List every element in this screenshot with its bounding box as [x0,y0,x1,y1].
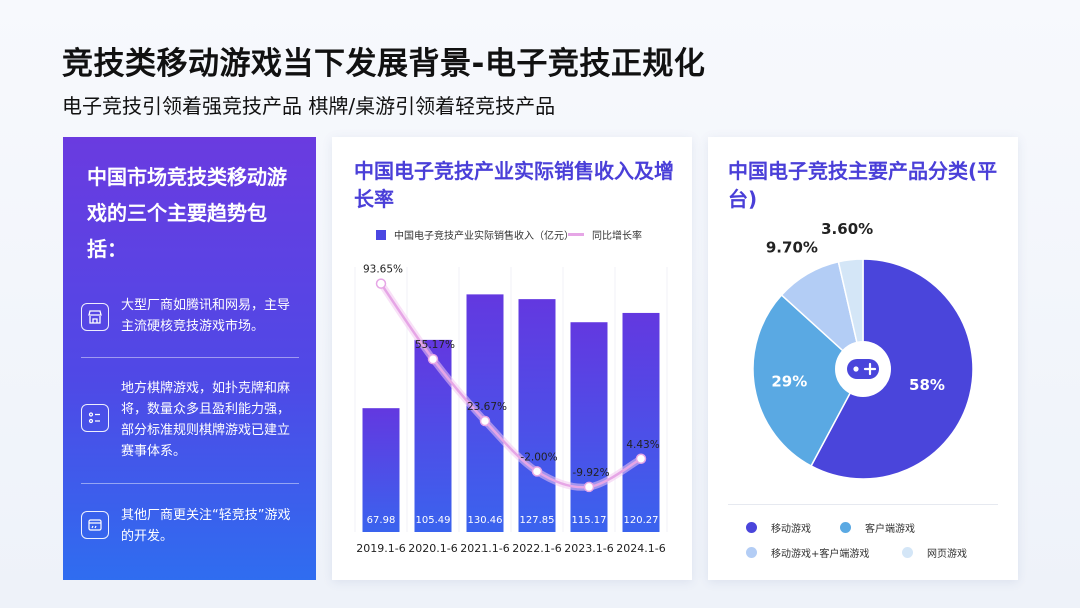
bar-value-label: 127.85 [520,515,555,526]
trends-heading: 中国市场竞技类移动游戏的三个主要趋势包括： [87,165,287,261]
pie-value-label: 9.70% [766,238,818,256]
growth-value-label: 55.17% [415,339,455,351]
pie-legend-swatch [840,522,851,533]
x-tick-label: 2023.1-6 [564,542,613,555]
growth-point [479,415,491,427]
revenue-bar [362,408,400,532]
trend-text-3: 其他厂商更关注“轻竞技”游戏的开发。 [121,508,291,544]
pie-legend-label: 移动游戏 [771,524,811,535]
revenue-chart-plot: 67.98 2019.1-6 105.49 2020.1-6 130.46 2021.1-… [354,264,668,555]
revenue-bar [518,299,556,532]
pie-legend-web: 网页游戏 [902,545,967,560]
x-tick-label: 2021.1-6 [460,542,509,555]
trend-divider [81,483,299,484]
list-icon [81,404,109,432]
revenue-chart-card: 中国电子竞技产业实际销售收入及增长率 中国电子竞技产业实际销售收入（亿元） 同比… [332,137,692,580]
growth-value-label: -9.92% [572,467,609,479]
revenue-bar [466,294,504,532]
pie-slice [837,258,864,370]
growth-point [583,481,595,493]
page-subtitle: 电子竞技引领着强竞技产品 棋牌/桌游引领着轻竞技产品 [62,94,556,118]
bar-value-label: 130.46 [468,515,503,526]
growth-point [375,278,387,289]
pie-legend-swatch [746,547,757,558]
x-tick-label: 2020.1-6 [408,542,457,555]
pie-chart-title: 中国电子竞技主要产品分类(平台) [728,159,998,211]
trend-divider [81,357,299,358]
pie-slice [810,258,974,480]
pie-slice [752,293,864,467]
web-icon [81,511,109,539]
x-tick-label: 2022.1-6 [512,542,561,555]
pie-legend-both: 移动游戏+客户端游戏 [746,545,869,560]
pie-legend-label: 移动游戏+客户端游戏 [771,549,870,560]
product-pie-card: 中国电子竞技主要产品分类(平台) 58% 29% 9.70% 3.60% 移动游戏 客… [708,137,1018,580]
legend-label-revenue: 中国电子竞技产业实际销售收入（亿元） [394,231,574,242]
page-title: 竞技类移动游戏当下发展背景-电子竞技正规化 [62,46,706,82]
pie-legend-mobile: 移动游戏 [746,520,811,535]
pie-legend-swatch [746,522,757,533]
pie-value-label: 3.60% [821,220,873,238]
legend-label-growth: 同比增长率 [592,231,642,242]
pie-value-label: 58% [909,376,945,394]
growth-value-label: 93.65% [363,264,403,276]
trends-panel: 中国市场竞技类移动游戏的三个主要趋势包括： 大型厂商如腾讯和网易，主导主流硬核竞… [63,137,316,580]
legend-growth: 同比增长率 [568,227,642,242]
product-pie-plot: 58% 29% 9.70%3.60% [752,220,974,480]
growth-point [531,466,543,477]
gamepad-icon [835,341,891,397]
pie-legend-label: 网页游戏 [927,549,967,560]
pie-legend-client: 客户端游戏 [840,520,915,535]
bar-value-label: 105.49 [416,515,451,526]
bar-value-label: 67.98 [367,515,396,526]
x-tick-label: 2019.1-6 [356,542,405,555]
legend-swatch-growth [568,233,584,236]
bar-value-label: 120.27 [624,515,659,526]
growth-value-label: 4.43% [626,439,659,451]
growth-point [635,453,647,465]
x-tick-label: 2024.1-6 [616,542,665,555]
store-icon [81,303,109,331]
revenue-bar [570,322,608,532]
pie-legend-label: 客户端游戏 [865,524,915,535]
growth-value-label: -2.00% [520,451,557,463]
pie-legend-divider [728,504,998,505]
revenue-bar [622,312,660,532]
bar-value-label: 115.17 [572,515,607,526]
trend-text-2: 地方棋牌游戏，如扑克牌和麻将，数量众多且盈利能力强，部分标准规则棋牌游戏已建立赛… [121,381,291,459]
trend-text-1: 大型厂商如腾讯和网易，主导主流硬核竞技游戏市场。 [121,298,291,334]
revenue-bar [414,339,452,532]
legend-revenue: 中国电子竞技产业实际销售收入（亿元） [376,227,574,242]
pie-legend-swatch [902,547,913,558]
legend-swatch-revenue [376,229,386,240]
pie-value-label: 29% [771,373,807,391]
revenue-chart-title: 中国电子竞技产业实际销售收入及增长率 [354,159,674,211]
growth-value-label: 23.67% [467,401,507,413]
growth-point [427,353,439,365]
